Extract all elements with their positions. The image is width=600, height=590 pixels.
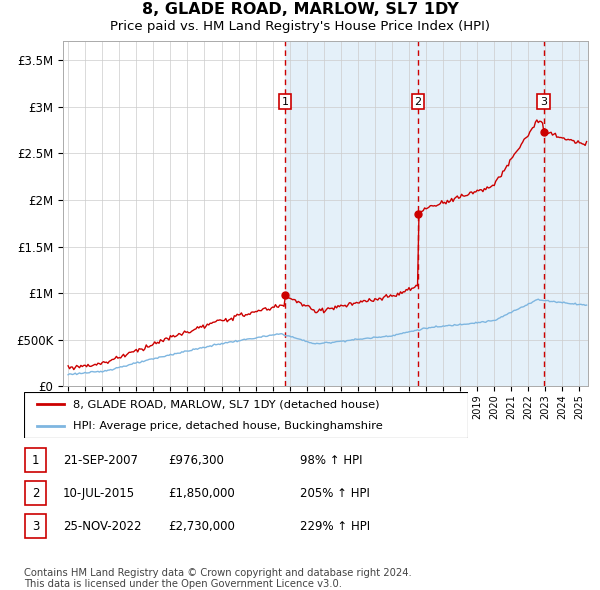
Text: 205% ↑ HPI: 205% ↑ HPI <box>300 487 370 500</box>
Text: 8, GLADE ROAD, MARLOW, SL7 1DY: 8, GLADE ROAD, MARLOW, SL7 1DY <box>142 2 458 17</box>
Text: £976,300: £976,300 <box>168 454 224 467</box>
Text: 10-JUL-2015: 10-JUL-2015 <box>63 487 135 500</box>
Text: £1,850,000: £1,850,000 <box>168 487 235 500</box>
Text: Price paid vs. HM Land Registry's House Price Index (HPI): Price paid vs. HM Land Registry's House … <box>110 20 490 33</box>
Text: 1: 1 <box>32 454 39 467</box>
Text: 8, GLADE ROAD, MARLOW, SL7 1DY (detached house): 8, GLADE ROAD, MARLOW, SL7 1DY (detached… <box>73 399 379 409</box>
Text: 2: 2 <box>32 487 39 500</box>
Text: £2,730,000: £2,730,000 <box>168 520 235 533</box>
Text: 3: 3 <box>540 97 547 107</box>
Text: Contains HM Land Registry data © Crown copyright and database right 2024.
This d: Contains HM Land Registry data © Crown c… <box>24 568 412 589</box>
Text: 25-NOV-2022: 25-NOV-2022 <box>63 520 142 533</box>
Bar <box>544 41 588 386</box>
Text: HPI: Average price, detached house, Buckinghamshire: HPI: Average price, detached house, Buck… <box>73 421 383 431</box>
Text: 3: 3 <box>32 520 39 533</box>
Text: 98% ↑ HPI: 98% ↑ HPI <box>300 454 362 467</box>
Text: 229% ↑ HPI: 229% ↑ HPI <box>300 520 370 533</box>
Bar <box>285 41 418 386</box>
Text: 2: 2 <box>415 97 421 107</box>
Bar <box>418 41 544 386</box>
Text: 1: 1 <box>281 97 289 107</box>
Text: 21-SEP-2007: 21-SEP-2007 <box>63 454 138 467</box>
